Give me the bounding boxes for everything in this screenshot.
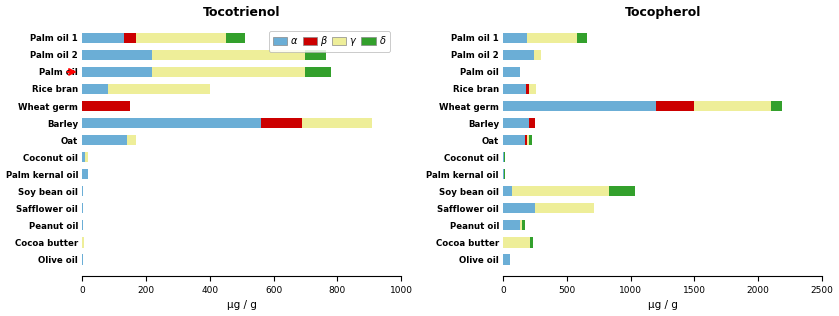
Bar	[503, 254, 510, 264]
Bar	[107, 84, 210, 94]
Bar	[528, 33, 577, 43]
Bar	[695, 101, 771, 111]
X-axis label: μg / g: μg / g	[648, 301, 678, 310]
Bar	[528, 135, 529, 145]
Bar	[526, 84, 529, 94]
Bar	[503, 101, 656, 111]
Bar	[305, 50, 326, 60]
Bar	[82, 101, 130, 111]
Bar	[503, 50, 534, 60]
Bar	[529, 84, 536, 94]
Bar	[82, 203, 83, 213]
Bar	[302, 118, 373, 128]
Bar	[771, 101, 783, 111]
Bar	[530, 237, 533, 247]
Bar	[82, 50, 153, 60]
Title: Tocopherol: Tocopherol	[624, 6, 701, 19]
Bar	[577, 33, 587, 43]
Bar	[82, 33, 123, 43]
Title: Tocotrienol: Tocotrienol	[203, 6, 280, 19]
Bar	[82, 152, 85, 162]
Bar	[522, 220, 525, 230]
Bar	[512, 186, 609, 196]
Bar	[82, 67, 153, 77]
Bar	[82, 169, 88, 179]
Bar	[503, 152, 504, 162]
Bar	[82, 135, 127, 145]
Bar	[153, 50, 305, 60]
Bar	[534, 50, 541, 60]
Bar	[82, 220, 83, 230]
Bar	[503, 169, 504, 179]
Bar	[82, 237, 84, 247]
Bar	[503, 186, 512, 196]
Bar	[503, 237, 530, 247]
Bar	[503, 84, 526, 94]
Bar	[503, 118, 529, 128]
Bar	[609, 186, 634, 196]
Bar	[127, 135, 137, 145]
Bar	[82, 254, 83, 264]
X-axis label: μg / g: μg / g	[227, 301, 257, 310]
Bar	[153, 67, 305, 77]
Bar	[519, 220, 522, 230]
Bar	[503, 220, 519, 230]
Bar	[82, 186, 83, 196]
Legend: $\alpha$, $\beta$, $\gamma$, $\delta$: $\alpha$, $\beta$, $\gamma$, $\delta$	[269, 31, 390, 52]
Bar	[261, 118, 302, 128]
Bar	[529, 135, 533, 145]
Bar	[525, 135, 528, 145]
Bar	[82, 84, 107, 94]
Bar	[503, 203, 535, 213]
Bar	[85, 152, 88, 162]
Bar	[503, 135, 525, 145]
Bar	[82, 118, 261, 128]
Bar	[529, 118, 535, 128]
Bar	[656, 101, 695, 111]
Bar	[503, 67, 519, 77]
Bar	[305, 67, 331, 77]
Bar	[137, 33, 226, 43]
Bar	[535, 203, 594, 213]
Bar	[503, 33, 528, 43]
Bar	[123, 33, 137, 43]
Bar	[226, 33, 245, 43]
